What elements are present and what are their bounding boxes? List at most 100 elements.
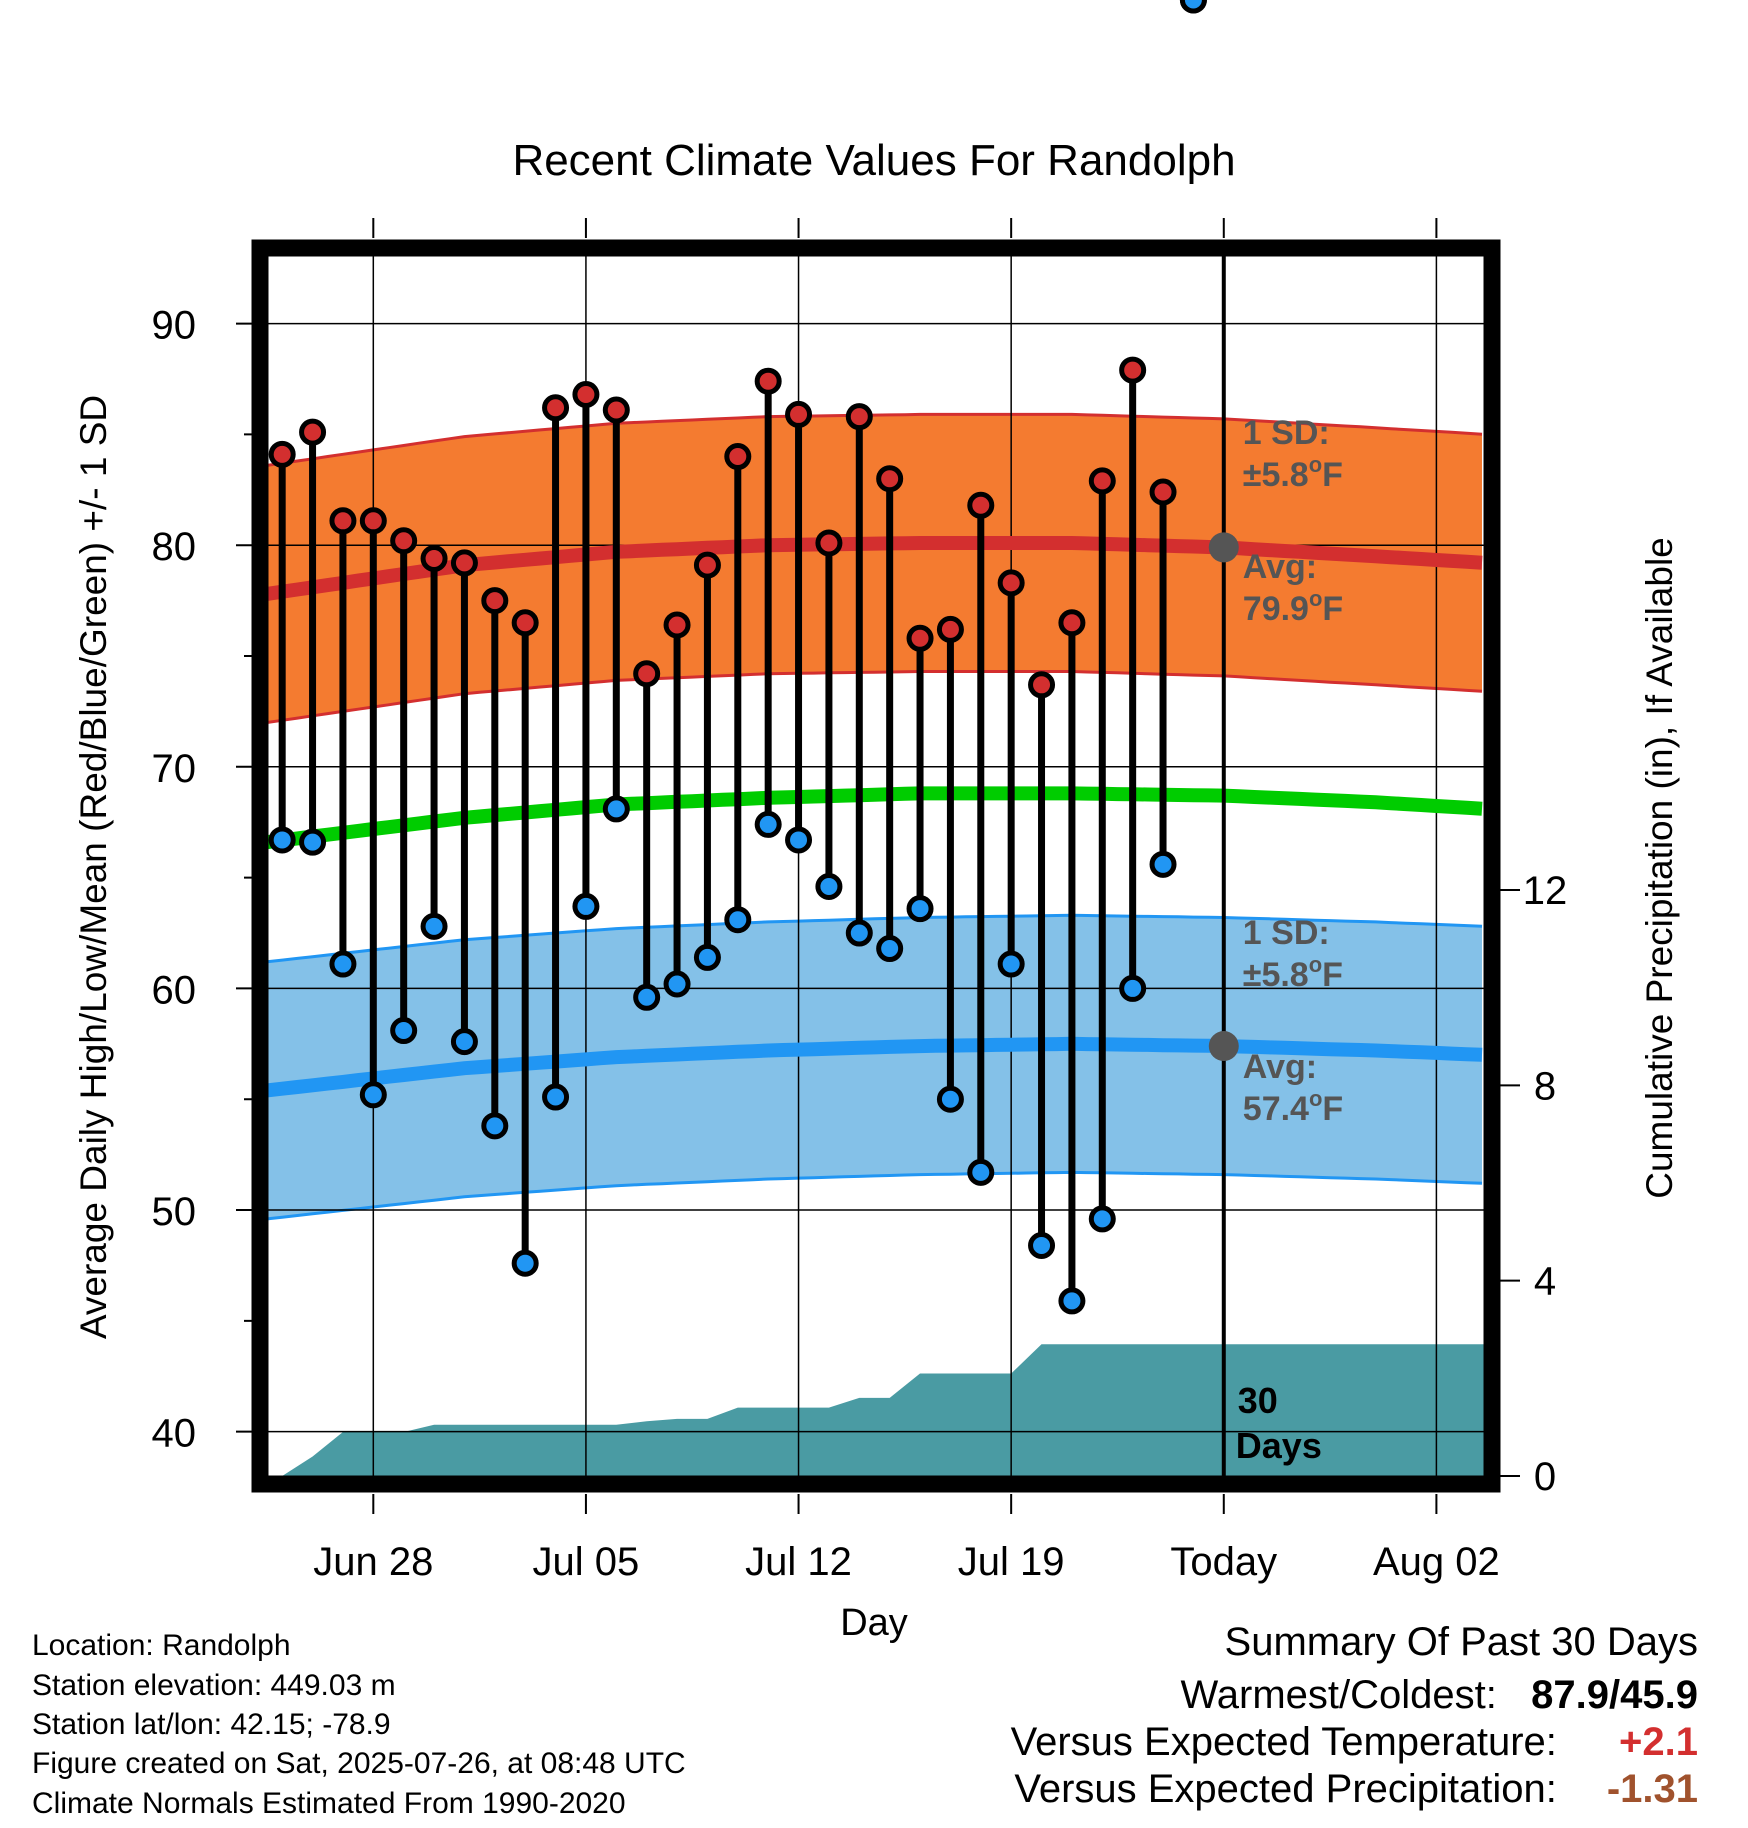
y-tick-label: 70 — [152, 747, 197, 791]
y2-tick-label: 0 — [1534, 1455, 1556, 1499]
precip-area — [267, 1344, 1485, 1476]
obs-low-point — [420, 912, 448, 940]
obs-low-point — [936, 1085, 964, 1113]
x-tick-label: Jul 12 — [745, 1540, 852, 1584]
obs-high-point — [542, 394, 570, 422]
summary-panel: Summary Of Past 30 Days Warmest/Coldest:… — [1011, 1620, 1698, 1812]
days-label-word: Days — [1236, 1425, 1322, 1466]
obs-low-point — [1028, 1232, 1056, 1260]
avg-low-line — [267, 1036, 1483, 1098]
footer-location: Location: Randolph — [32, 1629, 291, 1662]
obs-low-point — [572, 892, 600, 920]
precip-clipped — [267, 1344, 1485, 1476]
warm-cold-value: 87.9/45.9 — [1531, 1673, 1698, 1717]
obs-low-point — [633, 983, 661, 1011]
obs-high-point — [815, 529, 843, 557]
y-tick-label: 80 — [152, 525, 197, 569]
obs-low-point — [1058, 1287, 1086, 1315]
obs-high-point — [390, 527, 418, 555]
high-sd-band — [267, 414, 1482, 723]
x-axis-label: Day — [840, 1602, 908, 1644]
today-avg-high-marker — [1208, 532, 1239, 563]
low-sd-band — [267, 915, 1482, 1219]
obs-low-point — [815, 872, 843, 900]
obs-low-point — [481, 1112, 509, 1140]
obs-high-point — [785, 400, 813, 428]
obs-high-point — [754, 367, 782, 395]
obs-high-point — [845, 403, 873, 431]
y2-axis-label: Cumulative Precipitation (in), If Availa… — [1639, 537, 1680, 1199]
obs-low-point — [390, 1017, 418, 1045]
obs-high-point — [450, 549, 478, 577]
obs-low-point — [754, 810, 782, 838]
summary-title: Summary Of Past 30 Days — [1224, 1620, 1698, 1664]
obs-low-point — [542, 1083, 570, 1111]
axes: 40 50 60 70 80 90 0 4 8 12 Jun 28 Jul 05 Jul 12 Jul 1… — [152, 218, 1567, 1584]
obs-high-point — [420, 544, 448, 572]
obs-high-point — [572, 380, 600, 408]
obs-low-point — [785, 826, 813, 854]
plot-frame — [251, 239, 1501, 1493]
low-sd-label: 1 SD: — [1243, 914, 1330, 952]
obs-high-point — [1119, 356, 1147, 384]
obs-low-point — [967, 1158, 995, 1186]
x-tick-label: Jun 28 — [313, 1540, 433, 1584]
obs-high-point — [602, 396, 630, 424]
footer-normals: Climate Normals Estimated From 1990-2020 — [32, 1787, 626, 1820]
obs-high-point — [906, 624, 934, 652]
plot-border — [251, 239, 1501, 1493]
obs-low-point — [329, 950, 357, 978]
temp-value: +2.1 — [1619, 1720, 1698, 1764]
obs-high-point — [481, 587, 509, 615]
obs-low-point — [602, 795, 630, 823]
y-tick-label: 40 — [152, 1412, 197, 1456]
daily-observations — [268, 0, 1207, 1315]
obs-high-point — [511, 609, 539, 637]
obs-high-point — [724, 443, 752, 471]
obs-high-point — [876, 465, 904, 493]
normals-bands — [267, 412, 1483, 1221]
obs-low-point — [906, 895, 934, 923]
obs-low-point — [876, 935, 904, 963]
high-sd-value: ±5.8oF — [1243, 452, 1343, 494]
obs-high-point — [633, 660, 661, 688]
x-tick-label: Jul 05 — [533, 1540, 640, 1584]
obs-low-point — [663, 970, 691, 998]
high-avg-label: Avg: — [1243, 548, 1317, 586]
y2-tick-label: 4 — [1534, 1260, 1556, 1304]
low-avg-value: 57.4oF — [1243, 1086, 1343, 1128]
temp-label: Versus Expected Temperature: — [1010, 1720, 1557, 1764]
x-tick-label: Jul 19 — [958, 1540, 1065, 1584]
obs-high-point — [967, 491, 995, 519]
obs-low-point — [997, 950, 1025, 978]
warm-cold-label: Warmest/Coldest: — [1180, 1673, 1497, 1717]
bands-clipped — [267, 412, 1483, 1221]
obs-low-point — [1149, 850, 1177, 878]
obs-low-point — [724, 906, 752, 934]
low-sd-value: ±5.8oF — [1243, 952, 1343, 994]
obs-low-point — [299, 828, 327, 856]
obs-low-point — [845, 919, 873, 947]
low-avg-label: Avg: — [1243, 1048, 1317, 1086]
days-label-number: 30 — [1238, 1380, 1278, 1421]
y-tick-label: 90 — [152, 304, 197, 348]
obs-high-point — [936, 615, 964, 643]
x-tick-label: Aug 02 — [1373, 1540, 1500, 1584]
obs-high-point — [268, 440, 296, 468]
obs-high-point — [1088, 467, 1116, 495]
avg-mean-line — [267, 786, 1483, 850]
y-tick-label: 50 — [152, 1190, 197, 1234]
summary-warm-cold: Warmest/Coldest: 87.9/45.9 — [1011, 1673, 1699, 1718]
footer-latlon: Station lat/lon: 42.15; -78.9 — [32, 1708, 391, 1741]
obs-high-point — [359, 507, 387, 535]
obs-low-point — [511, 1249, 539, 1277]
obs-high-point — [997, 569, 1025, 597]
obs-low-point — [268, 826, 296, 854]
footer-created: Figure created on Sat, 2025-07-26, at 08… — [32, 1747, 686, 1780]
high-sd-lower-line — [267, 670, 1483, 724]
summary-temp: Versus Expected Temperature: +2.1 — [1011, 1720, 1698, 1765]
low-sd-lower-line — [267, 1170, 1483, 1221]
obs-high-point — [329, 507, 357, 535]
